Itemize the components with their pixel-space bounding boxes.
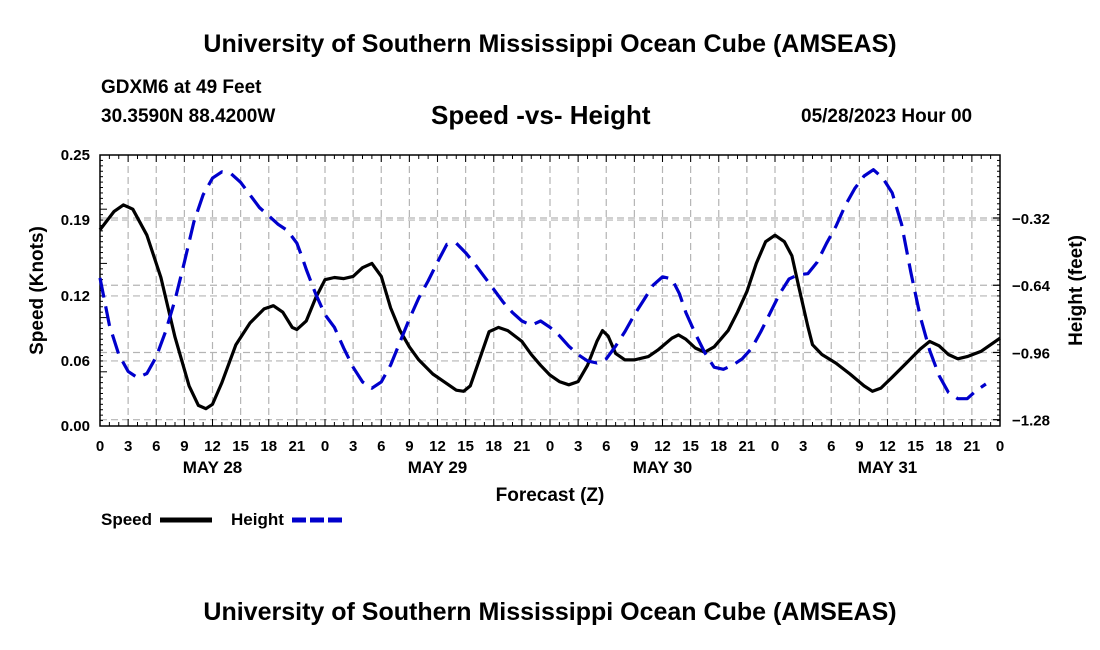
x-tick-label: 12 [879,438,896,455]
x-tick-label: 9 [180,438,188,455]
x-tick-label: 21 [739,438,756,455]
x-tick-label: 9 [405,438,413,455]
x-tick-label: 6 [602,438,610,455]
x-tick-label: 3 [574,438,582,455]
x-tick-label: 6 [152,438,160,455]
x-tick-label: 12 [654,438,671,455]
date-label: MAY 29 [408,458,468,477]
footer-title: University of Southern Mississippi Ocean… [203,598,897,626]
date-label: MAY 30 [633,458,693,477]
y2-tick-label: −0.32 [1012,211,1050,228]
station-label: GDXM6 at 49 Feet [101,77,262,98]
y-tick-label: 0.00 [61,418,90,435]
forecast-datetime: 05/28/2023 Hour 00 [801,106,973,127]
coordinates-label: 30.3590N 88.4200W [101,106,276,127]
x-tick-label: 15 [907,438,924,455]
page-title: University of Southern Mississippi Ocean… [203,30,897,58]
x-tick-label: 21 [964,438,981,455]
series-line-speed [98,203,1001,411]
x-tick-label: 18 [935,438,952,455]
x-tick-label: 18 [485,438,502,455]
y2-axis-label: Height (feet) [1066,235,1087,346]
y-tick-label: 0.12 [61,288,90,305]
x-tick-label: 18 [710,438,727,455]
x-tick-label: 6 [827,438,835,455]
legend-label-speed: Speed [101,510,152,529]
x-tick-label: 15 [457,438,474,455]
x-tick-label: 12 [429,438,446,455]
y2-tick-label: −0.96 [1012,345,1050,362]
y-tick-label: 0.06 [61,353,90,370]
legend-label-height: Height [231,510,284,529]
x-tick-label: 15 [682,438,699,455]
x-tick-label: 9 [630,438,638,455]
x-tick-label: 0 [321,438,329,455]
y-tick-label: 0.25 [61,147,90,164]
x-tick-label: 3 [349,438,357,455]
x-tick-label: 6 [377,438,385,455]
y-axis-label: Speed (Knots) [27,226,48,355]
x-tick-label: 21 [514,438,531,455]
x-tick-label: 21 [289,438,306,455]
x-tick-label: 0 [996,438,1004,455]
x-tick-label: 3 [799,438,807,455]
y-tick-label: 0.19 [61,212,90,229]
x-tick-label: 18 [260,438,277,455]
x-tick-label: 15 [232,438,249,455]
x-tick-label: 12 [204,438,221,455]
series-line-height [98,168,987,401]
x-tick-label: 0 [96,438,104,455]
y2-tick-label: −1.28 [1012,413,1050,430]
date-label: MAY 31 [858,458,918,477]
x-tick-label: 9 [855,438,863,455]
x-tick-label: 0 [771,438,779,455]
x-tick-label: 0 [546,438,554,455]
x-tick-label: 3 [124,438,132,455]
x-axis-label: Forecast (Z) [496,485,605,506]
chart-title: Speed -vs- Height [431,100,651,130]
date-label: MAY 28 [183,458,243,477]
y2-tick-label: −0.64 [1012,278,1051,295]
